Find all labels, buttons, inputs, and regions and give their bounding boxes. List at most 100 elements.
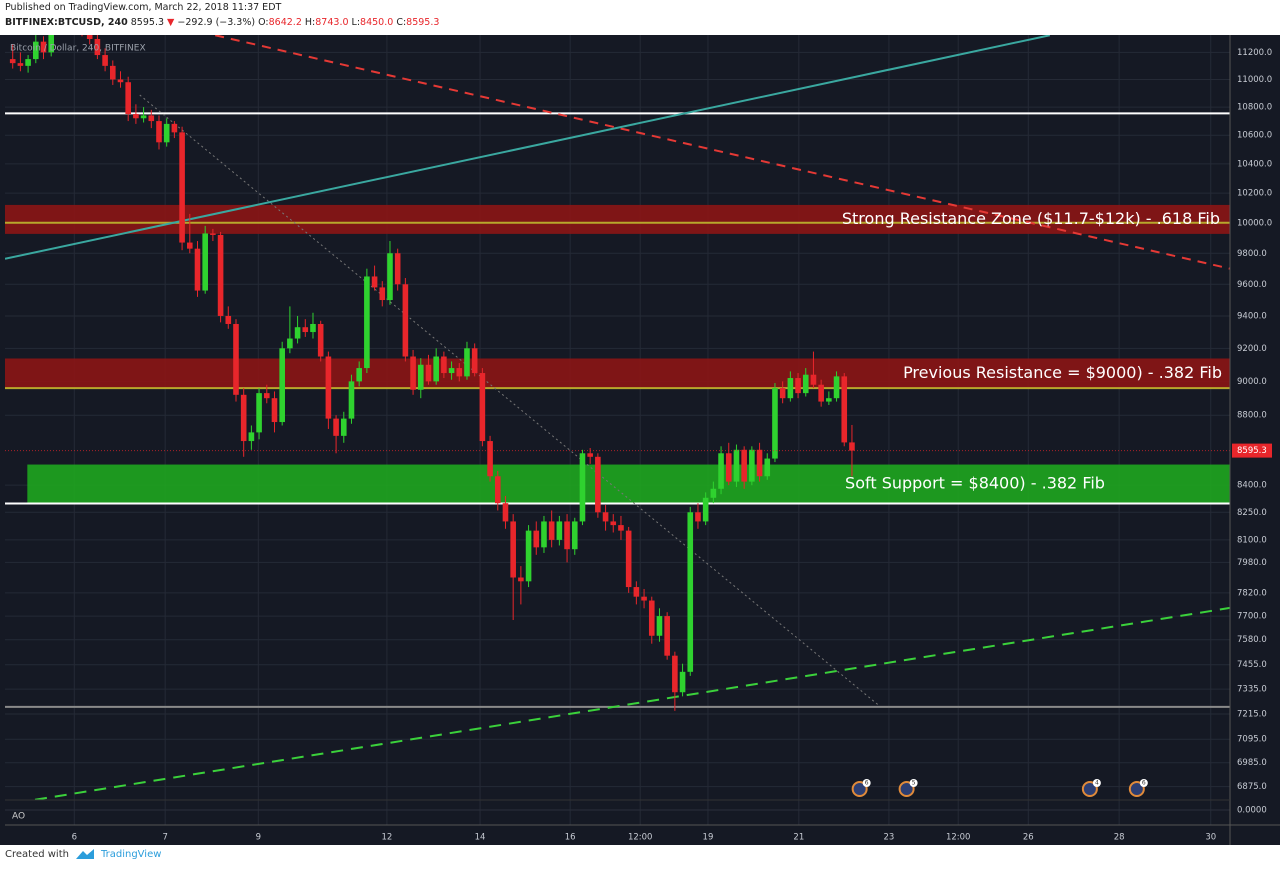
candle-body (518, 577, 524, 582)
y-tick-label: 7980.0 (1237, 558, 1267, 568)
quote-key: L: (351, 17, 361, 28)
y-tick-label: 8100.0 (1237, 535, 1267, 545)
candle-body (186, 242, 193, 249)
event-badge (1092, 779, 1101, 787)
candle-body (487, 441, 493, 477)
candle-body (410, 356, 416, 390)
y-tick-label: 7700.0 (1237, 612, 1267, 622)
candle-body (279, 348, 285, 423)
symbol: BITFINEX:BTCUSD, 240 (5, 17, 128, 28)
candle-body (394, 253, 401, 285)
candle-body (849, 442, 855, 451)
footer: Created with TradingView (5, 848, 161, 860)
candle-body (148, 115, 155, 122)
candle-body (733, 449, 740, 482)
candle-body (17, 63, 24, 66)
y-tick-label: 10800.0 (1237, 103, 1272, 113)
y-tick-label: 7215.0 (1237, 709, 1267, 719)
candle-body (48, 35, 54, 53)
event-icon (1128, 781, 1145, 797)
quote-value: 8743.0 (315, 17, 349, 28)
candle-body (102, 55, 108, 66)
candle-body (749, 449, 755, 482)
y-tick-label: 8250.0 (1237, 508, 1267, 518)
candle-body (387, 253, 393, 301)
y-tick-label: 11000.0 (1237, 75, 1272, 85)
last: 8595.3 (130, 17, 165, 28)
trend-line (214, 35, 1230, 270)
candle-body (610, 521, 617, 526)
candle-body (302, 327, 309, 333)
x-tick-label: 16 (565, 833, 576, 843)
quote-value: 8642.2 (268, 17, 302, 28)
candle-body (340, 418, 347, 436)
candle-body (633, 587, 640, 597)
candle-body (656, 616, 663, 636)
x-tick-label: 26 (1023, 833, 1034, 843)
y-tick-label: 7335.0 (1237, 685, 1267, 695)
candle-body (625, 530, 632, 588)
zone (5, 358, 1230, 389)
last-price-box (1232, 443, 1272, 458)
y-tick-label: 11200.0 (1237, 48, 1272, 58)
y-tick-label: 7820.0 (1237, 588, 1267, 598)
chart: Bitcoin / Dollar, 240, BITFINEX AO 11200… (0, 35, 1280, 845)
candle-body (564, 521, 570, 550)
candle-body (479, 373, 486, 442)
candle-body (764, 458, 771, 477)
candle-body (240, 394, 247, 442)
y-tick-label: 7095.0 (1237, 735, 1267, 745)
quote-line: BITFINEX:BTCUSD, 240 8595.3 ▼ −292.9 (−3… (5, 15, 1280, 30)
candle-body (641, 596, 647, 601)
y-tick-label: 6875.0 (1237, 782, 1267, 792)
candle-body (356, 368, 362, 382)
candle-body (787, 378, 794, 399)
y-tick-label: 10000.0 (1237, 218, 1272, 228)
event-icon (851, 781, 868, 797)
candle-body (502, 503, 509, 522)
candle-body (109, 65, 116, 80)
y-tick-label: 7455.0 (1237, 660, 1267, 670)
event-count: 6 (865, 780, 869, 787)
plot (5, 35, 1230, 800)
candle-body (225, 315, 232, 324)
candle-body (317, 323, 324, 357)
x-tick-label: 23 (883, 833, 894, 843)
chart-subtitle: Bitcoin / Dollar, 240, BITFINEX (10, 44, 146, 54)
x-tick-label: 12 (381, 833, 392, 843)
axes: Bitcoin / Dollar, 240, BITFINEX AO 11200… (5, 35, 1280, 845)
candle-body (664, 616, 670, 656)
ohlc: O:8642.2 H:8743.0 L:8450.0 C:8595.3 (258, 17, 439, 28)
arrow: ▼ (167, 17, 175, 28)
candle-body (471, 348, 478, 374)
candle-body (202, 233, 208, 291)
candle-body (456, 368, 463, 377)
candle-body (233, 323, 239, 395)
candle-body (171, 123, 178, 133)
candle-body (364, 276, 370, 369)
candle-body (117, 79, 124, 83)
event-badge (909, 779, 918, 787)
x-tick-label: 7 (162, 833, 167, 843)
candle-body (571, 521, 578, 550)
event-icon (898, 781, 915, 797)
candle-body (441, 356, 447, 374)
candle-body (525, 530, 532, 582)
ao-title: AO (12, 812, 25, 822)
candle-body (417, 364, 424, 390)
x-tick-label: 21 (793, 833, 804, 843)
trend-line (34, 606, 1230, 800)
x-tick-label: 9 (256, 833, 261, 843)
event-icon (1081, 781, 1098, 797)
candle-body (156, 121, 162, 143)
zone-label: Strong Resistance Zone ($11.7-$12k) - .6… (842, 209, 1220, 228)
candle-body (32, 41, 39, 60)
candle-body (756, 449, 763, 477)
candle-body (687, 512, 694, 672)
trend-line (5, 35, 1051, 260)
candle-body (140, 115, 147, 119)
y-tick-label: 10400.0 (1237, 159, 1272, 169)
candle-body (648, 600, 655, 636)
y-tick-label: 8800.0 (1237, 411, 1267, 421)
candle-body (248, 432, 255, 442)
